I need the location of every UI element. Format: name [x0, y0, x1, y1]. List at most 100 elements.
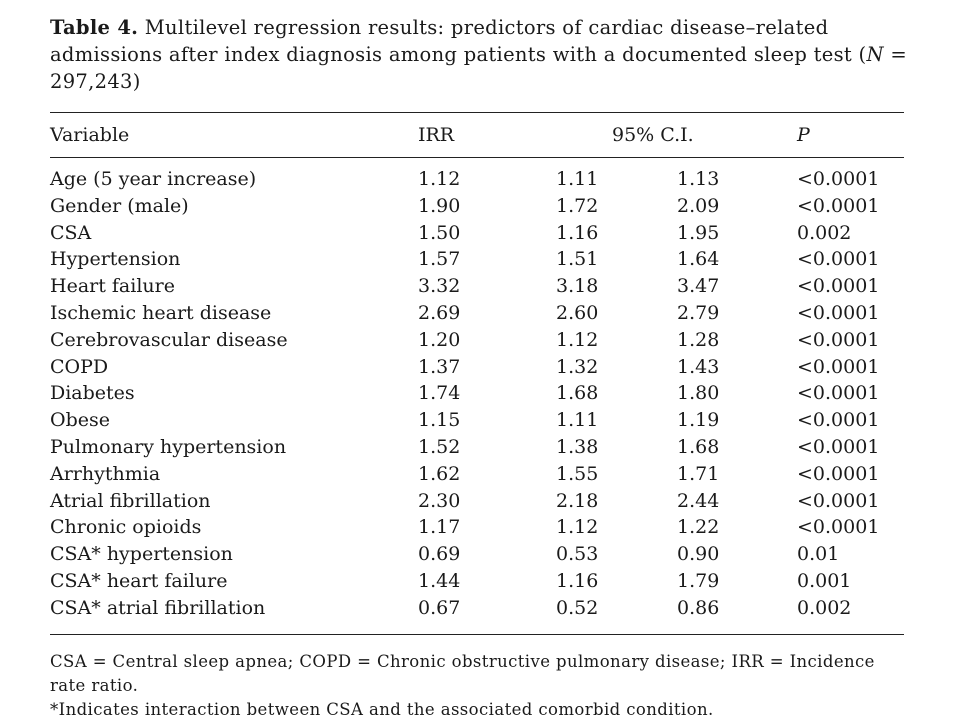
- cell-variable: Age (5 year increase): [50, 168, 257, 190]
- footnote-interaction: *Indicates interaction between CSA and t…: [50, 700, 714, 719]
- cell-p: <0.0001: [797, 302, 880, 324]
- cell-ci-low: 1.55: [556, 462, 599, 485]
- cell-variable: Pulmonary hypertension: [50, 436, 287, 458]
- table-row: COPD 1.37 1.32 1.43 <0.0001: [0, 356, 960, 383]
- cell-irr: 1.62: [418, 462, 461, 485]
- table-row: CSA 1.50 1.16 1.95 0.002: [0, 222, 960, 249]
- cell-irr: 1.20: [418, 328, 461, 351]
- cell-variable: Diabetes: [50, 382, 135, 405]
- cell-irr: 2.69: [418, 302, 461, 324]
- cell-irr: 1.90: [418, 194, 461, 217]
- bottom-rule: [50, 634, 904, 635]
- cell-p: 0.002: [797, 596, 852, 619]
- cell-ci-high: 1.95: [677, 221, 720, 244]
- cell-ci-high: 1.43: [677, 355, 720, 378]
- cell-ci-high: 2.79: [677, 302, 720, 324]
- cell-p: <0.0001: [797, 409, 880, 432]
- n-symbol: N: [866, 43, 884, 66]
- cell-ci-high: 3.47: [677, 275, 720, 298]
- cell-ci-high: 1.19: [677, 409, 720, 432]
- header-ci: 95% C.I.: [612, 124, 694, 146]
- cell-ci-low: 1.38: [556, 436, 599, 458]
- cell-ci-low: 1.11: [556, 168, 599, 190]
- cell-p: <0.0001: [797, 462, 880, 485]
- cell-irr: 0.67: [418, 596, 461, 619]
- cell-variable: Ischemic heart disease: [50, 302, 272, 324]
- cell-irr: 1.37: [418, 355, 461, 378]
- cell-variable: CSA* atrial fibrillation: [50, 596, 266, 619]
- cell-ci-high: 0.86: [677, 596, 720, 619]
- table-label: Table 4.: [50, 16, 139, 39]
- cell-ci-high: 0.90: [677, 543, 720, 566]
- cell-variable: Obese: [50, 409, 110, 432]
- header-variable: Variable: [50, 124, 130, 146]
- cell-ci-low: 1.68: [556, 382, 599, 405]
- cell-p: <0.0001: [797, 194, 880, 217]
- cell-ci-low: 1.11: [556, 409, 599, 432]
- cell-ci-low: 1.32: [556, 355, 599, 378]
- cell-irr: 2.30: [418, 489, 461, 512]
- cell-irr: 1.50: [418, 221, 461, 244]
- cell-irr: 1.57: [418, 248, 461, 271]
- cell-ci-high: 1.28: [677, 328, 720, 351]
- cell-p: <0.0001: [797, 248, 880, 271]
- cell-irr: 0.69: [418, 543, 461, 566]
- table-row: Obese 1.15 1.11 1.19 <0.0001: [0, 409, 960, 436]
- cell-ci-low: 2.18: [556, 489, 599, 512]
- footnote-abbreviations: CSA = Central sleep apnea; COPD = Chroni…: [50, 652, 875, 695]
- cell-irr: 1.12: [418, 168, 461, 190]
- table-caption: Table 4. Multilevel regression results: …: [50, 14, 910, 95]
- cell-variable: CSA* heart failure: [50, 570, 228, 592]
- header-p: P: [797, 124, 810, 146]
- table-row: Diabetes 1.74 1.68 1.80 <0.0001: [0, 382, 960, 409]
- cell-ci-high: 1.68: [677, 436, 720, 458]
- table-row: CSA* heart failure 1.44 1.16 1.79 0.001: [0, 570, 960, 597]
- cell-ci-high: 2.09: [677, 194, 720, 217]
- cell-irr: 1.44: [418, 570, 461, 592]
- table-row: Ischemic heart disease 2.69 2.60 2.79 <0.000…: [0, 302, 960, 329]
- cell-ci-low: 2.60: [556, 302, 599, 324]
- cell-p: <0.0001: [797, 436, 880, 458]
- cell-ci-high: 1.22: [677, 516, 720, 539]
- cell-p: <0.0001: [797, 328, 880, 351]
- n-value: = 297,243): [50, 43, 907, 93]
- cell-variable: Atrial fibrillation: [50, 489, 211, 512]
- cell-irr: 1.17: [418, 516, 461, 539]
- table-row: Hypertension 1.57 1.51 1.64 <0.0001: [0, 248, 960, 275]
- cell-p: 0.01: [797, 543, 840, 566]
- cell-irr: 1.74: [418, 382, 461, 405]
- cell-p: 0.001: [797, 570, 852, 592]
- header-irr: IRR: [418, 124, 455, 146]
- cell-ci-low: 1.16: [556, 221, 599, 244]
- cell-irr: 1.52: [418, 436, 461, 458]
- table-row: CSA* hypertension 0.69 0.53 0.90 0.01: [0, 543, 960, 570]
- cell-variable: CSA* hypertension: [50, 543, 233, 566]
- cell-p: <0.0001: [797, 489, 880, 512]
- cell-irr: 1.15: [418, 409, 461, 432]
- cell-p: <0.0001: [797, 355, 880, 378]
- cell-variable: Cerebrovascular disease: [50, 328, 288, 351]
- table-row: Pulmonary hypertension 1.52 1.38 1.68 <0.000…: [0, 436, 960, 463]
- table-row: Gender (male) 1.90 1.72 2.09 <0.0001: [0, 195, 960, 222]
- cell-p: 0.002: [797, 221, 852, 244]
- cell-p: <0.0001: [797, 382, 880, 405]
- cell-ci-low: 1.51: [556, 248, 599, 271]
- cell-variable: CSA: [50, 221, 92, 244]
- cell-ci-low: 0.52: [556, 596, 599, 619]
- table-caption-text: Multilevel regression results: predictor…: [50, 16, 867, 66]
- table-row: Age (5 year increase) 1.12 1.11 1.13 <0.0001: [0, 168, 960, 195]
- table-row: CSA* atrial fibrillation 0.67 0.52 0.86 0.00…: [0, 597, 960, 624]
- cell-variable: COPD: [50, 355, 109, 378]
- cell-ci-high: 1.79: [677, 570, 720, 592]
- table-row: Heart failure 3.32 3.18 3.47 <0.0001: [0, 275, 960, 302]
- top-rule: [50, 112, 904, 113]
- cell-variable: Gender (male): [50, 194, 189, 217]
- cell-p: <0.0001: [797, 168, 880, 190]
- cell-ci-high: 2.44: [677, 489, 720, 512]
- table-row: Atrial fibrillation 2.30 2.18 2.44 <0.0001: [0, 490, 960, 517]
- cell-ci-low: 3.18: [556, 275, 599, 298]
- cell-ci-high: 1.71: [677, 462, 720, 485]
- table-row: Cerebrovascular disease 1.20 1.12 1.28 <0.00…: [0, 329, 960, 356]
- cell-irr: 3.32: [418, 275, 461, 298]
- cell-variable: Hypertension: [50, 248, 181, 271]
